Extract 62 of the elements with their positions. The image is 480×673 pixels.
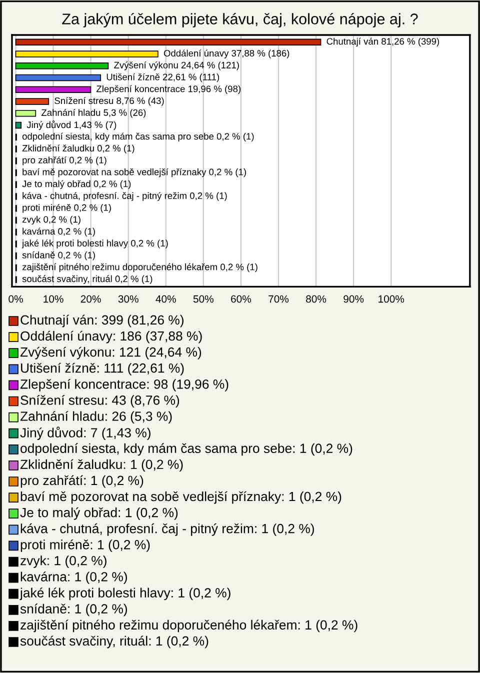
- text: baví mě pozorovat na sobě vedlejší příznaky: 1 (0,2 %): [20, 491, 342, 504]
- data-label: jaké lék proti bolesti hlavy 0,2 % (1): [22, 240, 168, 248]
- text: Oddálení únavy: 186 (37,88 %): [20, 330, 202, 344]
- text: Zahnání hladu: 26 (5,3 %): [20, 411, 172, 424]
- data-label: Zahnání hladu 5,3 % (26): [41, 108, 146, 118]
- x-tick-label: 100%: [378, 295, 404, 303]
- data-label: Utišení žízně 22,61 % (111): [106, 73, 220, 82]
- x-tick-label: 20%: [80, 295, 101, 303]
- data-label: Zlepšení koncentrace 19,96 % (98): [96, 85, 240, 94]
- x-tick-label: 60%: [231, 295, 252, 303]
- data-label: pro zahřátí 0,2 % (1): [22, 156, 106, 166]
- x-tick-label: 70%: [268, 295, 289, 303]
- data-label: snídaně 0,2 % (1): [22, 251, 95, 260]
- data-label: Oddálení únavy 37,88 % (186): [164, 50, 290, 58]
- data-label: Je to malý obřad 0,2 % (1): [22, 180, 131, 189]
- text: proti miréně: 1 (0,2 %): [20, 539, 150, 552]
- x-tick-label: 0%: [8, 295, 23, 303]
- bar: [15, 122, 22, 129]
- text: zajištění pitného režimu doporučeného lékařem: 1 (0,2 %): [20, 620, 358, 632]
- bar: [15, 38, 322, 46]
- text: kavárna: 1 (0,2 %): [20, 572, 127, 584]
- text: Jiný důvod: 7 (1,43 %): [20, 426, 150, 440]
- text: Utišení žízně: 111 (22,61 %): [21, 362, 184, 376]
- text: jaké lék proti bolesti hlavy: 1 (0,2 %): [20, 588, 230, 600]
- text: káva - chutná, profesní. čaj - pitný režim: 1 (0,2 %): [20, 523, 314, 536]
- text: Zlepšení koncentrace: 98 (19,96 %): [20, 378, 228, 392]
- x-tick-label: 10%: [44, 295, 64, 303]
- text: Je to malý obřad: 1 (0,2 %): [20, 507, 178, 520]
- x-tick-label: 50%: [193, 295, 214, 303]
- data-label: součást svačiny, rituál 0,2 % (1): [22, 275, 152, 284]
- text: Chutnají ván: 399 (81,26 %): [20, 314, 184, 328]
- data-label: odpolední siesta, kdy mám čas sama pro sebe 0,2 % (1): [22, 132, 254, 142]
- text: zvyk: 1 (0,2 %): [20, 556, 106, 568]
- data-label: kavárna 0,2 % (1): [22, 228, 95, 236]
- bar: [15, 74, 102, 82]
- bar: [15, 98, 50, 105]
- text: odpolední siesta, kdy mám čas sama pro sebe: 1 (0,2 %): [20, 443, 352, 456]
- text: snídaně: 1 (0,2 %): [20, 604, 127, 616]
- chart-title: Za jakým účelem pijete kávu, čaj, kolové nápoje aj. ?: [62, 12, 418, 28]
- data-label: káva - chutná, profesní. čaj - pitný režim 0,2 % (1): [22, 192, 227, 201]
- data-label: Zklidnění žaludku 0,2 % (1): [22, 144, 134, 154]
- data-label: zvyk 0,2 % (1): [22, 216, 80, 225]
- x-tick-label: 30%: [118, 295, 138, 303]
- x-tick-label: 90%: [344, 295, 364, 303]
- text: pro zahřátí: 1 (0,2 %): [20, 475, 144, 488]
- bar: [15, 62, 109, 70]
- data-label: Snížení stresu 8,76 % (43): [54, 97, 164, 106]
- data-label: Zvýšení výkonu 24,64 % (121): [114, 61, 239, 70]
- data-label: Chutnají ván 81,26 % (399): [326, 38, 440, 47]
- data-label: Jiný důvod 1,43 % (7): [26, 120, 116, 130]
- text: Snížení stresu: 43 (8,76 %): [20, 395, 180, 408]
- bar: [15, 110, 36, 117]
- x-tick-label: 40%: [156, 295, 176, 303]
- bar: [15, 50, 158, 58]
- text: Zvýšení výkonu: 121 (24,64 %): [20, 346, 202, 360]
- text: součást svačiny, rituál: 1 (0,2 %): [20, 636, 208, 648]
- x-tick-label: 80%: [306, 295, 326, 303]
- data-label: proti miréně 0,2 % (1): [22, 204, 111, 213]
- data-label: baví mě pozorovat na sobě vedlejší příznaky 0,2 % (1): [22, 168, 246, 178]
- bar: [15, 86, 92, 93]
- text: Zklidnění žaludku: 1 (0,2 %): [20, 459, 183, 472]
- data-label: zajištění pitného režimu doporučeného lékařem 0,2 % (1): [22, 263, 258, 272]
